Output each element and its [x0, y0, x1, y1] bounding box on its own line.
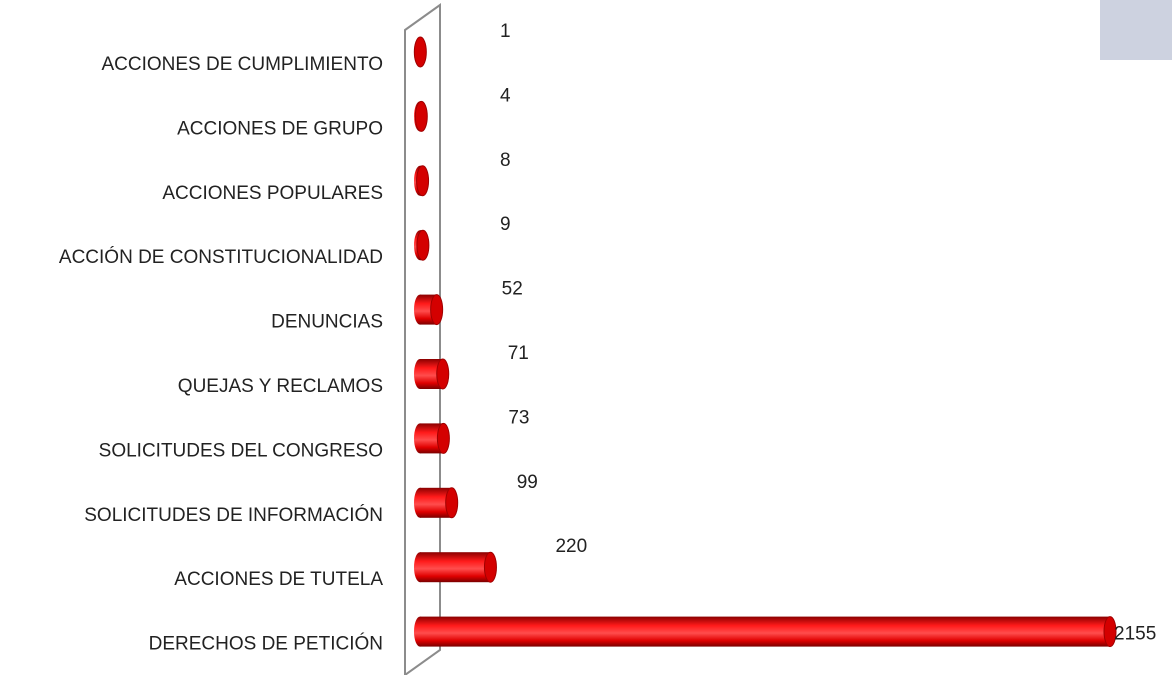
bar-start-cap: [414, 487, 426, 518]
bar-end-cap: [430, 294, 444, 326]
data-label: 2155: [1114, 624, 1156, 645]
data-label: 1: [500, 21, 511, 42]
bar: [414, 551, 497, 583]
corner-box: [1100, 0, 1172, 60]
data-label: 8: [500, 150, 511, 171]
bar-end-cap: [483, 551, 497, 583]
category-label: DERECHOS DE PETICIÓN: [149, 633, 383, 655]
data-label: 71: [508, 343, 529, 364]
bar-start-cap: [414, 294, 426, 325]
bar-end-cap: [413, 36, 427, 68]
bar-start-cap: [414, 552, 426, 583]
data-label: 52: [502, 279, 523, 300]
bar-end-cap: [445, 487, 459, 519]
bar: [414, 616, 1117, 648]
category-label: ACCIONES DE GRUPO: [177, 118, 383, 139]
category-label: ACCIONES DE TUTELA: [174, 569, 383, 590]
bar-end-cap: [1103, 616, 1117, 648]
bar: [414, 229, 430, 261]
bar-body: [420, 423, 444, 454]
bar-start-cap: [414, 423, 426, 454]
bar-start-cap: [414, 616, 426, 647]
data-label: 220: [555, 536, 587, 557]
bar: [414, 422, 450, 454]
category-label: ACCIONES POPULARES: [162, 183, 383, 204]
bar: [414, 100, 428, 132]
bar-start-cap: [414, 359, 426, 389]
bar-end-cap: [414, 100, 428, 132]
bar-end-cap: [416, 229, 430, 261]
bar-end-cap: [436, 422, 450, 454]
category-label: DENUNCIAS: [271, 312, 383, 333]
bar: [414, 358, 450, 390]
category-label: SOLICITUDES DE INFORMACIÓN: [84, 504, 383, 526]
data-label: 99: [517, 472, 538, 493]
category-label: ACCIÓN DE CONSTITUCIONALIDAD: [59, 246, 383, 268]
data-label: 9: [500, 214, 511, 235]
data-label: 73: [508, 407, 529, 428]
category-label: QUEJAS Y RECLAMOS: [178, 376, 383, 397]
category-label: ACCIONES DE CUMPLIMIENTO: [101, 54, 383, 75]
bar-body: [420, 616, 1110, 647]
category-label: SOLICITUDES DEL CONGRESO: [99, 440, 383, 461]
bar: [414, 294, 444, 326]
bar-end-cap: [436, 358, 450, 390]
bar: [414, 165, 430, 197]
bar: [414, 487, 459, 519]
bar-end-cap: [416, 165, 430, 197]
bar-body: [420, 552, 491, 583]
bar: [413, 36, 427, 68]
data-label: 4: [500, 85, 511, 106]
